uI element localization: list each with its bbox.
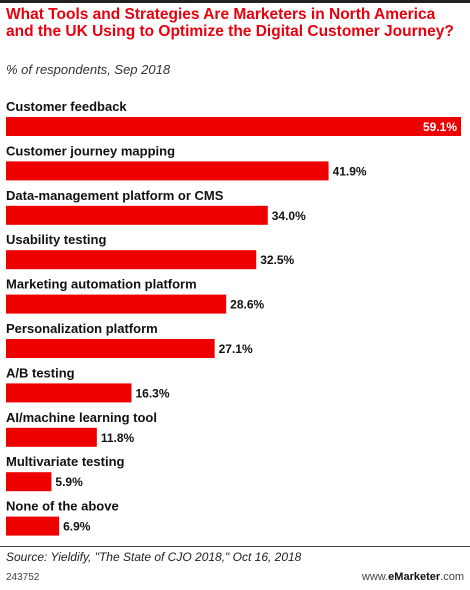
- bar: [6, 339, 215, 358]
- emarketer-logo: www.eMarketer.com: [362, 571, 464, 583]
- value-label: 16.3%: [135, 386, 169, 400]
- category-label: AI/machine learning tool: [6, 410, 157, 425]
- category-label: Marketing automation platform: [6, 277, 197, 292]
- source-note: Source: Yieldify, "The State of CJO 2018…: [6, 550, 302, 564]
- value-label: 34.0%: [272, 209, 306, 223]
- bar: [6, 161, 329, 181]
- bar: [6, 294, 227, 314]
- category-label: Customer feedback: [6, 99, 127, 114]
- category-label: Personalization platform: [6, 321, 158, 336]
- category-label: Customer journey mapping: [6, 143, 175, 158]
- brand-prefix: www.: [361, 571, 389, 583]
- bar: [6, 427, 97, 447]
- value-label: 41.9%: [333, 164, 367, 178]
- value-label: 11.8%: [101, 431, 135, 445]
- value-label: 32.5%: [260, 253, 294, 267]
- brand-suffix: .com: [440, 571, 464, 583]
- category-label: Usability testing: [6, 232, 106, 247]
- value-label: 28.6%: [230, 298, 264, 312]
- category-label: Data-management platform or CMS: [6, 188, 224, 203]
- category-label: None of the above: [6, 499, 119, 514]
- bar: [6, 516, 60, 536]
- bar: [6, 205, 268, 225]
- value-label: 5.9%: [55, 475, 83, 489]
- bar: [6, 472, 52, 492]
- category-label: Multivariate testing: [6, 454, 125, 469]
- bottom-rule: [0, 546, 470, 547]
- chart-subtitle: % of respondents, Sep 2018: [6, 62, 171, 77]
- bar: [6, 250, 257, 270]
- value-label: 27.1%: [219, 342, 253, 356]
- chart-title: What Tools and Strategies Are Marketers …: [6, 6, 454, 40]
- chart-id: 243752: [6, 572, 40, 583]
- bar-chart: Customer feedback 59.1% Customer journey m…: [6, 99, 461, 536]
- brand-name: eMarketer: [388, 571, 441, 583]
- bar: [6, 117, 461, 136]
- top-rule: [0, 0, 470, 3]
- category-label: A/B testing: [6, 365, 75, 380]
- value-label: 59.1%: [423, 120, 457, 134]
- bar: [6, 383, 132, 403]
- value-label: 6.9%: [63, 520, 91, 534]
